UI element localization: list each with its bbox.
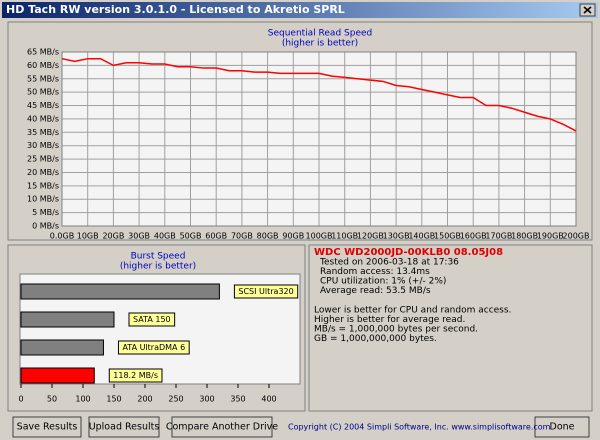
x-tick-label: 10GB [77,232,99,241]
bar-label-box [117,340,190,355]
x-tick-label: 300 [199,395,214,404]
x-tick-label: 400 [261,395,276,404]
bar-label-box [128,312,176,327]
y-tick-label: 15 MB/s [27,181,59,190]
y-tick-label: 50 MB/s [27,88,59,97]
y-tick-label: 55 MB/s [27,74,59,83]
x-tick-label: 20GB [102,232,124,241]
button-face[interactable] [12,416,82,438]
x-tick-label: 40GB [154,232,176,241]
x-tick-label: 50 [47,395,57,404]
x-tick-label: 60GB [205,232,227,241]
bar [20,283,220,300]
info-line: CPU utilization: 1% (+/- 2%) [320,277,446,287]
bar-label: ATA UltraDMA 6 [122,343,185,352]
y-tick-label: 30 MB/s [27,141,59,150]
x-tick-label: 80GB [257,232,279,241]
info-line: Average read: 53.5 MB/s [320,286,431,296]
button-face[interactable] [88,416,160,438]
window-title: HD Tach RW version 3.0.1.0 - Licensed to… [6,3,345,16]
x-tick-label: 30GB [128,232,150,241]
y-tick-label: 35 MB/s [27,128,59,137]
chart-title: Sequential Read Speed [268,29,373,39]
copyright: Copyright (C) 2004 Simpli Software, Inc.… [288,423,551,432]
info-panel [308,244,593,412]
x-tick-label: 70GB [231,232,253,241]
bar [20,339,104,356]
read-speed-line [61,57,577,132]
bar-label: SATA 150 [133,315,171,324]
y-tick-label: 0 MB/s [32,222,59,231]
drive-name: WDC WD2000JD-00KLB0 08.05J08 [314,247,503,258]
bar-label-box [108,368,163,383]
info-line: Tested on 2006-03-18 at 17:36 [319,258,459,268]
y-tick-label: 20 MB/s [27,168,59,177]
y-tick-label: 45 MB/s [27,101,59,110]
x-tick-label: 90GB [282,232,304,241]
x-tick-label: 100GB [306,232,333,241]
x-tick-label: 200 [137,395,152,404]
info-note: MB/s = 1,000,000 bytes per second. [314,325,478,335]
info-note: Higher is better for average read. [314,315,465,325]
x-tick-label: 100 [75,395,90,404]
x-tick-label: 150 [106,395,121,404]
chart-subtitle: (higher is better) [120,262,196,272]
button[interactable]: Upload Results [88,416,160,438]
chart-title: Burst Speed [131,252,186,262]
button-label[interactable]: Save Results [17,422,78,433]
button[interactable]: Save Results [12,416,82,438]
x-tick-label: 200GB [563,232,590,241]
x-tick-label: 110GB [331,232,358,241]
bar [20,311,115,328]
x-tick-label: 190GB [537,232,564,241]
y-tick-label: 5 MB/s [32,208,59,217]
plot-border [61,51,577,227]
x-tick-label: 50GB [180,232,202,241]
bar-label: 118.2 MB/s [113,371,158,380]
y-tick-label: 40 MB/s [27,114,59,123]
x-tick-label: 250 [168,395,183,404]
bar-label-box [233,284,299,299]
button[interactable]: Done [534,416,590,438]
y-tick-label: 10 MB/s [27,195,59,204]
bar [20,367,95,384]
title-bar [2,2,598,18]
x-tick-label: 0.0GB [50,232,74,241]
info-note: GB = 1,000,000,000 bytes. [314,334,437,344]
x-tick-label: 120GB [357,232,384,241]
x-tick-label: 130GB [383,232,410,241]
x-tick-label: 0 [18,395,23,404]
button-label[interactable]: Compare Another Drive [166,422,278,433]
x-tick-label: 180GB [511,232,538,241]
chart-subtitle: (higher is better) [282,39,358,49]
y-tick-label: 25 MB/s [27,155,59,164]
x-tick-label: 160GB [460,232,487,241]
button-face[interactable] [534,416,590,438]
button-label[interactable]: Upload Results [89,422,160,433]
info-note: Lower is better for CPU and random acces… [314,306,511,316]
x-tick-label: 170GB [485,232,512,241]
button-face[interactable] [171,416,273,438]
close-button[interactable] [579,3,596,17]
x-tick-label: 140GB [408,232,435,241]
button-label[interactable]: Done [550,422,575,433]
button[interactable]: Compare Another Drive [166,416,278,438]
x-tick-label: 350 [230,395,245,404]
x-tick-label: 150GB [434,232,461,241]
y-tick-label: 60 MB/s [27,61,59,70]
bar-label: SCSI Ultra320 [238,287,293,296]
info-line: Random access: 13.4ms [320,267,430,277]
y-tick-label: 65 MB/s [27,48,59,57]
